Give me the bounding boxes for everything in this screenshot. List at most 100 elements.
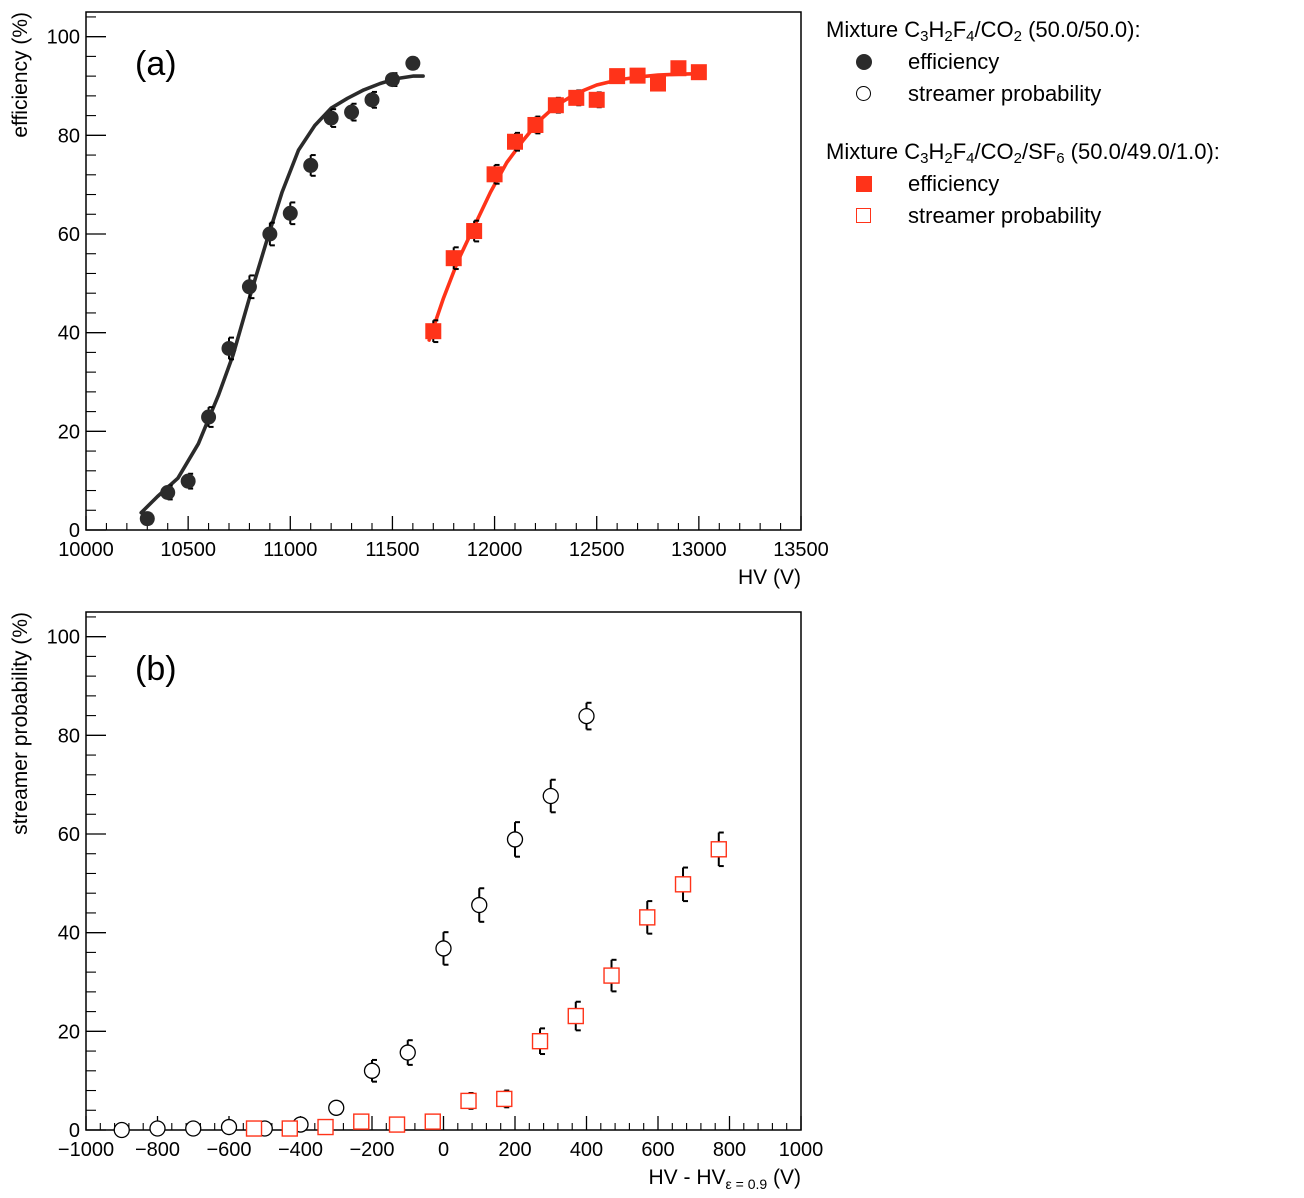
legend-item-mix2-efficiency: efficiency (826, 168, 1296, 200)
open-square-icon (856, 208, 871, 223)
panel-b-xlabel-unit: (V) (767, 1166, 801, 1189)
y-tick-label: 100 (47, 27, 80, 49)
panel-a-ticks: 10000 10500 11000 11500 12000 12500 13000 13500… (47, 16, 829, 561)
x-tick-label: 1000 (779, 1139, 824, 1161)
data-point (466, 223, 483, 240)
data-point (399, 1044, 416, 1061)
data-point (363, 1062, 381, 1079)
x-tick-label: 800 (713, 1139, 746, 1161)
panel-a-efficiency-chart: 10000 10500 11000 11500 12000 12500 13000 13500… (9, 11, 829, 589)
data-point (710, 841, 727, 858)
data-point (149, 1120, 166, 1137)
panel-a-label: (a) (135, 45, 177, 83)
data-point (384, 72, 400, 88)
panel-a-fit-curves (139, 71, 701, 515)
panel-b-ylabel: streamer probability (%) (9, 612, 32, 835)
panel-b-data-points (113, 701, 727, 1139)
panel-b-xlabel-sub: ε = 0.9 (726, 1176, 768, 1192)
x-tick-label: 600 (641, 1139, 674, 1161)
filled-square-icon (856, 176, 872, 192)
y-tick-label: 20 (58, 1021, 80, 1043)
data-point (281, 1120, 298, 1137)
panel-a-frame (85, 11, 802, 531)
y-tick-label: 80 (58, 725, 80, 747)
x-tick-label: −400 (278, 1139, 323, 1161)
data-point (650, 75, 666, 92)
data-point (241, 279, 257, 295)
legend-item-mix2-streamer: streamer probability (826, 200, 1296, 232)
fit-curve-2 (427, 71, 701, 342)
data-point (364, 92, 380, 108)
y-tick-label: 100 (47, 627, 80, 649)
legend: Mixture C3H2F4/CO2 (50.0/50.0): efficien… (826, 14, 1296, 232)
x-tick-label: 10500 (160, 539, 216, 561)
data-point (486, 166, 503, 183)
data-point (435, 940, 452, 957)
panel-a-ylabel: efficiency (%) (9, 12, 32, 138)
data-point (506, 831, 524, 848)
y-tick-label: 40 (58, 323, 80, 345)
x-tick-label: 13500 (773, 539, 829, 561)
data-point (388, 1116, 406, 1133)
data-point (674, 876, 692, 893)
fit-curve-1 (139, 74, 425, 515)
data-point (139, 511, 155, 527)
data-point (567, 1007, 584, 1025)
panel-b-frame (85, 611, 802, 1131)
data-point (328, 1099, 345, 1116)
data-point (527, 116, 544, 133)
data-point (507, 133, 523, 150)
x-tick-label: 400 (570, 1139, 603, 1161)
y-tick-label: 0 (69, 520, 80, 542)
x-tick-label: −200 (349, 1139, 394, 1161)
open-circle-icon (856, 86, 871, 101)
data-point (317, 1118, 334, 1136)
legend-mixture1-title: Mixture C3H2F4/CO2 (50.0/50.0): (826, 17, 1141, 45)
y-tick-label: 60 (58, 824, 80, 846)
legend-mixture2-title: Mixture C3H2F4/CO2/SF6 (50.0/49.0/1.0): (826, 139, 1220, 167)
y-tick-label: 0 (69, 1120, 80, 1142)
x-tick-label: 13000 (671, 539, 727, 561)
x-tick-label: −800 (135, 1139, 180, 1161)
data-point (323, 110, 339, 126)
data-point (424, 1113, 441, 1130)
data-point (588, 91, 605, 108)
y-tick-label: 60 (58, 224, 80, 246)
data-point (245, 1120, 263, 1137)
data-point (531, 1032, 549, 1050)
data-point (471, 896, 488, 914)
x-tick-label: 11000 (263, 539, 317, 561)
panel-b-ticks: −1000 −800 −600 −400 −200 0 200 400 600 800 1000 0 2… (47, 616, 824, 1161)
data-point (445, 250, 462, 267)
data-point (629, 67, 646, 84)
legend-item-mix1-streamer: streamer probability (826, 78, 1296, 110)
data-point (460, 1092, 477, 1110)
x-tick-label: 12500 (569, 539, 625, 561)
x-tick-label: 200 (498, 1139, 531, 1161)
data-point (303, 157, 319, 173)
data-point (670, 60, 687, 77)
data-point (542, 787, 559, 805)
x-tick-label: −600 (206, 1139, 251, 1161)
data-point (282, 205, 298, 221)
data-point (690, 64, 707, 81)
legend-item-mix1-efficiency: efficiency (826, 46, 1296, 78)
data-point (603, 967, 620, 984)
x-tick-label: 12000 (467, 539, 523, 561)
panel-a-data-points (139, 55, 707, 527)
data-point (201, 409, 217, 425)
panel-a-xlabel: HV (V) (738, 566, 801, 589)
data-point (221, 340, 237, 356)
data-point (220, 1118, 238, 1136)
filled-circle-icon (856, 54, 872, 70)
panel-b-xlabel: HV - HVε = 0.9 (V) (648, 1166, 801, 1192)
y-tick-label: 40 (58, 923, 80, 945)
x-tick-label: 10000 (58, 539, 114, 561)
data-point (547, 97, 564, 114)
y-tick-label: 20 (58, 421, 80, 443)
data-point (185, 1120, 202, 1137)
y-tick-label: 80 (58, 125, 80, 147)
x-tick-label: 0 (438, 1139, 449, 1161)
data-point (113, 1121, 130, 1139)
data-point (639, 909, 656, 926)
